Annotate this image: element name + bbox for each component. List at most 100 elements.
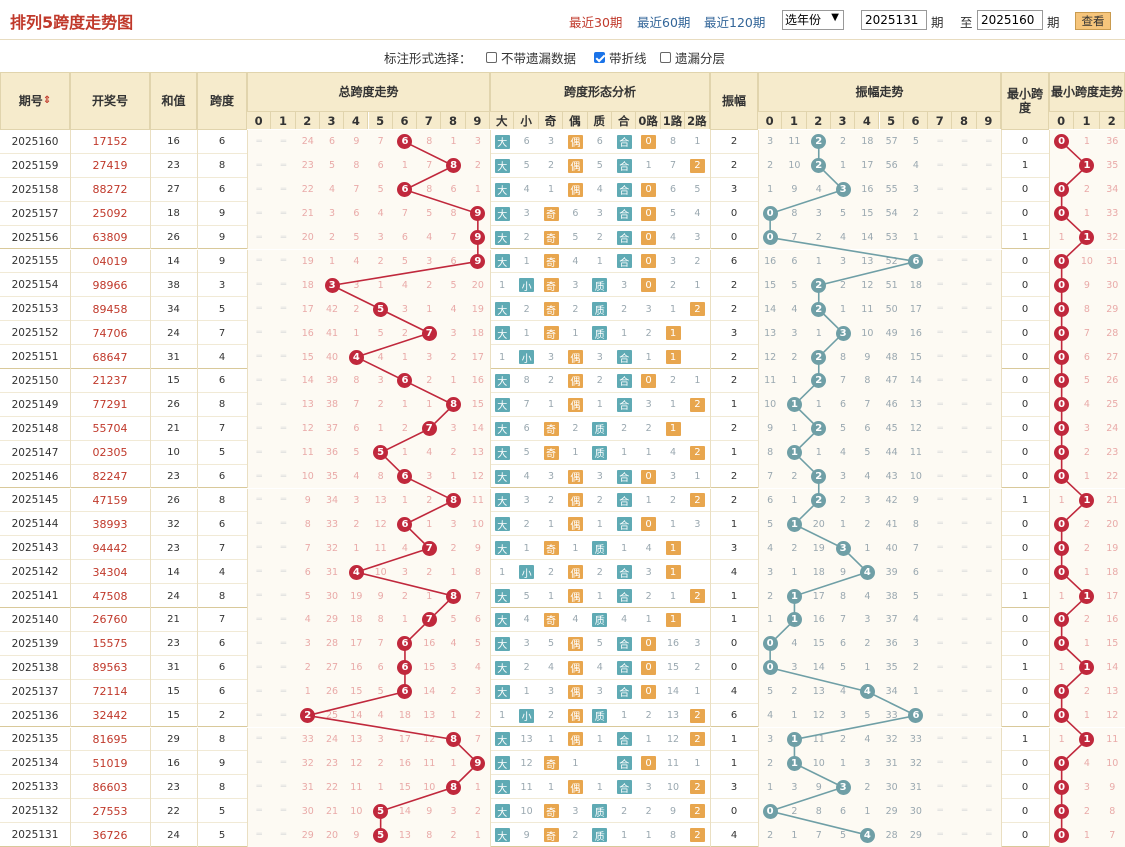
checkbox-icon[interactable] <box>660 52 671 63</box>
col-divider <box>1049 823 1050 847</box>
amp-missing: 3 <box>767 566 774 578</box>
form-missing: 3 <box>523 208 530 220</box>
span-missing: 10 <box>301 471 314 483</box>
option-missing-layers[interactable]: 遗漏分层 <box>660 48 725 67</box>
col-divider <box>247 392 248 417</box>
amp-missing: 47 <box>885 375 898 387</box>
period-to-input[interactable] <box>977 10 1043 30</box>
min-missing: 4 <box>1083 757 1090 769</box>
amp-missing: 31 <box>909 781 922 793</box>
amp-missing: 2 <box>791 471 798 483</box>
col-divider <box>247 655 248 680</box>
min-missing: 6 <box>1083 351 1090 363</box>
form-missing: 1 <box>669 399 677 411</box>
span-cell: 6 <box>218 518 226 530</box>
amp-missing: 5 <box>767 686 774 698</box>
col-divider <box>197 655 198 680</box>
span-digit-header: 5 <box>368 112 393 129</box>
col-header-span-trend: 总跨度走势 <box>247 72 490 112</box>
span-missing: 7 <box>353 399 360 411</box>
span-missing: 33 <box>325 518 339 530</box>
form-tag-r0: 0 <box>641 517 657 532</box>
col-divider <box>1049 799 1050 824</box>
form-header: 1路 <box>660 112 686 129</box>
span-cell: 9 <box>218 255 226 267</box>
missing-dash: ═ <box>256 686 262 697</box>
amp-missing: 2 <box>791 805 798 817</box>
span-cell: 9 <box>218 232 226 244</box>
form-missing: 2 <box>547 710 555 722</box>
form-tag-odd: 奇 <box>543 445 559 460</box>
form-tag-big: 大 <box>494 493 510 508</box>
amp-missing: 5 <box>791 279 798 291</box>
view-button[interactable]: 查看 <box>1075 12 1111 30</box>
span-missing: 2 <box>377 399 384 411</box>
col-divider <box>247 201 248 226</box>
col-divider <box>247 823 248 847</box>
form-missing: 1 <box>547 781 555 793</box>
amp-ball: 4 <box>859 564 875 580</box>
missing-dash: ═ <box>280 495 287 506</box>
sum-cell: 16 <box>167 136 180 148</box>
min-ball: 0 <box>1054 277 1070 293</box>
missing-dash: ═ <box>280 160 287 171</box>
col-divider <box>710 369 711 393</box>
amp-missing: 3 <box>912 638 919 650</box>
option-with-lines[interactable]: 带折线 <box>594 48 647 67</box>
missing-dash: ═ <box>256 447 262 458</box>
missing-dash: ═ <box>961 256 968 267</box>
form-missing: 6 <box>596 136 603 148</box>
period-from-input[interactable] <box>861 10 927 30</box>
col-divider <box>150 297 151 322</box>
amp-missing: 29 <box>885 805 898 817</box>
form-tag-composite: 合 <box>616 684 632 699</box>
missing-dash: ═ <box>937 423 943 434</box>
period-cell: 2025155 <box>11 255 59 268</box>
min-missing: 31 <box>1106 255 1119 267</box>
form-tag-odd: 奇 <box>543 541 559 556</box>
form-tag-r0: 0 <box>641 373 657 388</box>
span-digit-header: 4 <box>344 112 369 129</box>
nav-recent-60[interactable]: 最近60期 <box>637 15 691 30</box>
col-divider <box>490 249 491 274</box>
col-header-period[interactable]: 期号 ⇕ <box>0 72 70 130</box>
min-missing: 1 <box>1058 232 1065 244</box>
nav-recent-120[interactable]: 最近120期 <box>704 15 766 30</box>
amp-missing: 7 <box>767 471 774 483</box>
min-missing: 2 <box>1083 447 1090 459</box>
col-divider <box>150 416 151 441</box>
col-divider <box>150 464 151 489</box>
span-missing: 38 <box>325 399 339 411</box>
col-divider <box>1001 703 1002 728</box>
option-no-missing[interactable]: 不带遗漏数据 <box>486 48 576 67</box>
year-select[interactable]: 选年份 ▼ <box>782 10 844 30</box>
amp-cell: 6 <box>730 710 738 722</box>
period-cell: 2025159 <box>11 159 59 172</box>
form-tag-composite: 合 <box>616 206 632 221</box>
form-missing <box>685 536 709 560</box>
checkbox-icon[interactable] <box>486 52 497 63</box>
amp-missing: 9 <box>864 351 871 363</box>
min-ball: 0 <box>1054 516 1070 532</box>
col-divider <box>1049 201 1050 226</box>
span-missing: 4 <box>426 232 433 244</box>
span-missing: 5 <box>401 255 408 267</box>
sum-cell: 23 <box>167 471 180 483</box>
draw-number: 47159 <box>92 493 128 507</box>
col-divider <box>490 727 491 752</box>
form-tag-even: 偶 <box>567 565 583 580</box>
col-divider <box>758 416 759 441</box>
form-missing: 1 <box>645 733 652 745</box>
col-divider <box>758 177 759 202</box>
missing-dash: ═ <box>256 232 262 243</box>
col-divider <box>197 153 198 178</box>
draw-number: 32442 <box>92 709 128 723</box>
draw-number: 34304 <box>92 565 128 579</box>
amp-cell: 4 <box>730 566 738 578</box>
checkbox-checked-icon[interactable] <box>594 52 605 63</box>
span-missing: 39 <box>325 375 339 387</box>
nav-recent-30[interactable]: 最近30期 <box>569 15 623 30</box>
span-missing: 20 <box>301 232 314 244</box>
sort-icon[interactable]: ⇕ <box>42 95 52 106</box>
span-missing: 32 <box>301 757 314 769</box>
